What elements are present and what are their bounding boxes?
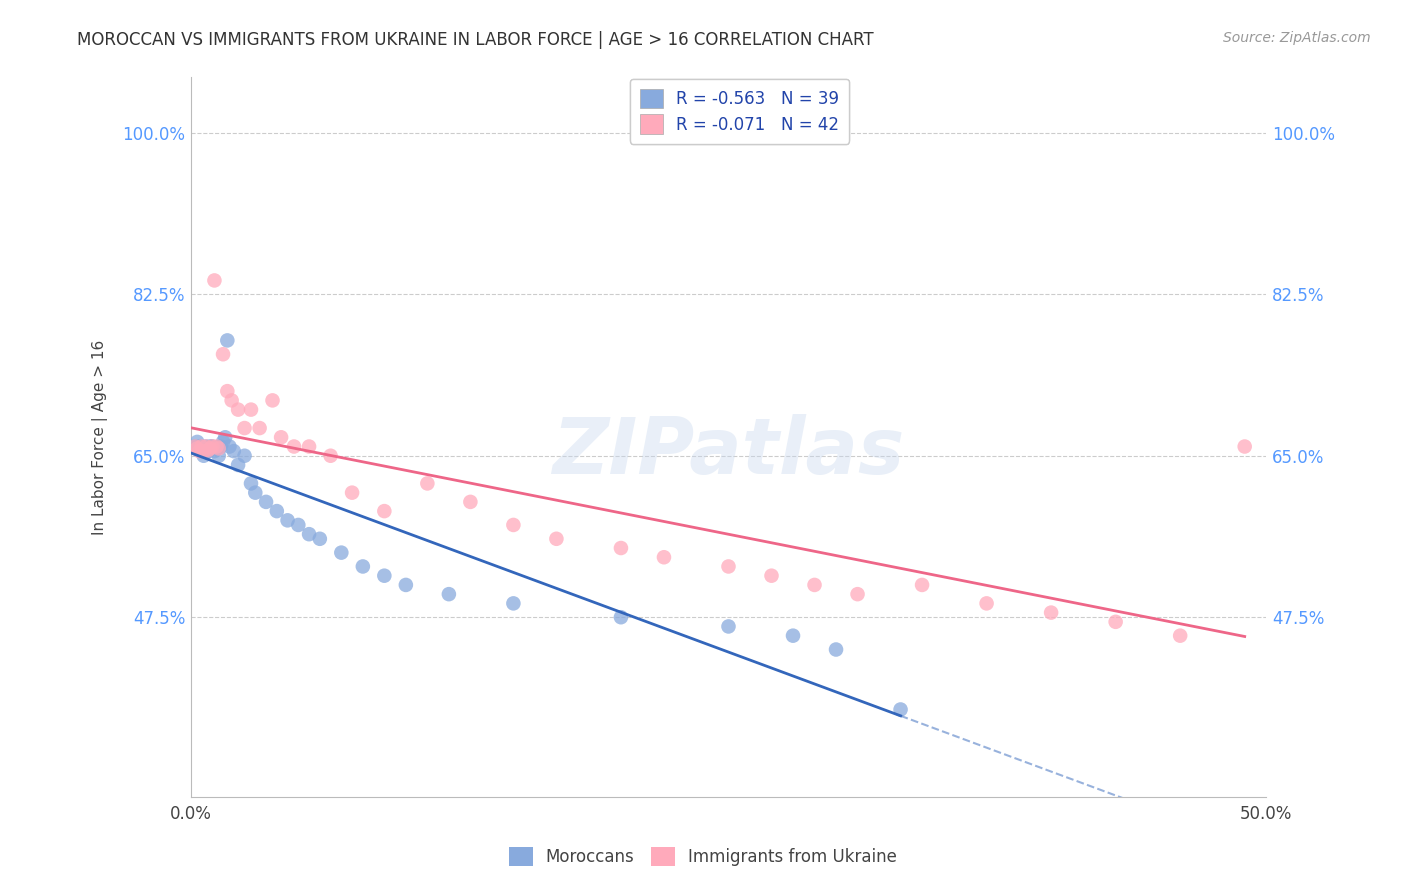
Point xyxy=(1168,629,1191,643)
Point xyxy=(221,393,243,408)
Point xyxy=(266,504,288,518)
Point xyxy=(340,485,363,500)
Point xyxy=(217,334,239,348)
Legend: Moroccans, Immigrants from Ukraine: Moroccans, Immigrants from Ukraine xyxy=(502,840,904,873)
Point xyxy=(283,440,305,454)
Text: MOROCCAN VS IMMIGRANTS FROM UKRAINE IN LABOR FORCE | AGE > 16 CORRELATION CHART: MOROCCAN VS IMMIGRANTS FROM UKRAINE IN L… xyxy=(77,31,875,49)
Y-axis label: In Labor Force | Age > 16: In Labor Force | Age > 16 xyxy=(93,340,108,535)
Point xyxy=(201,440,224,454)
Point xyxy=(218,440,240,454)
Point xyxy=(245,485,267,500)
Point xyxy=(186,434,208,449)
Point xyxy=(262,393,284,408)
Point xyxy=(717,559,740,574)
Point xyxy=(205,442,228,456)
Point xyxy=(254,495,277,509)
Legend: R = -0.563   N = 39, R = -0.071   N = 42: R = -0.563 N = 39, R = -0.071 N = 42 xyxy=(630,78,849,144)
Point xyxy=(308,532,330,546)
Point xyxy=(270,430,292,444)
Point xyxy=(197,444,219,458)
Text: ZIPatlas: ZIPatlas xyxy=(553,414,904,490)
Point xyxy=(610,541,633,555)
Point xyxy=(277,513,299,527)
Point xyxy=(1040,606,1063,620)
Point xyxy=(197,443,219,458)
Point xyxy=(610,610,633,624)
Point xyxy=(502,596,524,610)
Point xyxy=(198,442,221,456)
Point xyxy=(652,550,675,565)
Point xyxy=(249,421,271,435)
Point xyxy=(352,559,374,574)
Point xyxy=(184,440,207,454)
Point xyxy=(226,458,249,472)
Point xyxy=(214,430,236,444)
Point xyxy=(911,578,934,592)
Point xyxy=(233,449,256,463)
Point xyxy=(188,444,211,458)
Point xyxy=(373,568,395,582)
Point xyxy=(287,518,309,533)
Point xyxy=(208,442,231,456)
Point xyxy=(1233,440,1256,454)
Point xyxy=(240,402,263,417)
Point xyxy=(825,642,848,657)
Point xyxy=(212,347,235,361)
Point xyxy=(240,476,263,491)
Point xyxy=(201,440,224,454)
Point xyxy=(212,434,235,449)
Point xyxy=(976,596,998,610)
Point xyxy=(502,518,524,533)
Point xyxy=(416,476,439,491)
Point xyxy=(217,384,239,399)
Point xyxy=(194,440,217,454)
Point xyxy=(803,578,825,592)
Point xyxy=(717,619,740,633)
Point xyxy=(330,546,353,560)
Point xyxy=(846,587,869,601)
Point xyxy=(1104,615,1126,629)
Point xyxy=(546,532,568,546)
Point xyxy=(761,568,783,582)
Point xyxy=(193,444,215,458)
Point xyxy=(204,444,226,458)
Point xyxy=(193,449,215,463)
Point xyxy=(890,702,912,716)
Point xyxy=(222,444,245,458)
Point xyxy=(437,587,460,601)
Point xyxy=(226,402,249,417)
Point xyxy=(186,442,208,456)
Point xyxy=(395,578,418,592)
Point xyxy=(209,440,232,454)
Point xyxy=(373,504,395,518)
Point xyxy=(190,440,212,454)
Point xyxy=(782,629,804,643)
Point xyxy=(194,440,217,454)
Point xyxy=(208,449,231,463)
Point xyxy=(184,440,207,454)
Point xyxy=(460,495,482,509)
Point xyxy=(188,440,211,454)
Point xyxy=(319,449,342,463)
Point xyxy=(205,440,228,454)
Point xyxy=(198,440,221,454)
Text: Source: ZipAtlas.com: Source: ZipAtlas.com xyxy=(1223,31,1371,45)
Point xyxy=(204,273,226,287)
Point xyxy=(190,444,212,458)
Point xyxy=(298,527,321,541)
Point xyxy=(298,440,321,454)
Point xyxy=(233,421,256,435)
